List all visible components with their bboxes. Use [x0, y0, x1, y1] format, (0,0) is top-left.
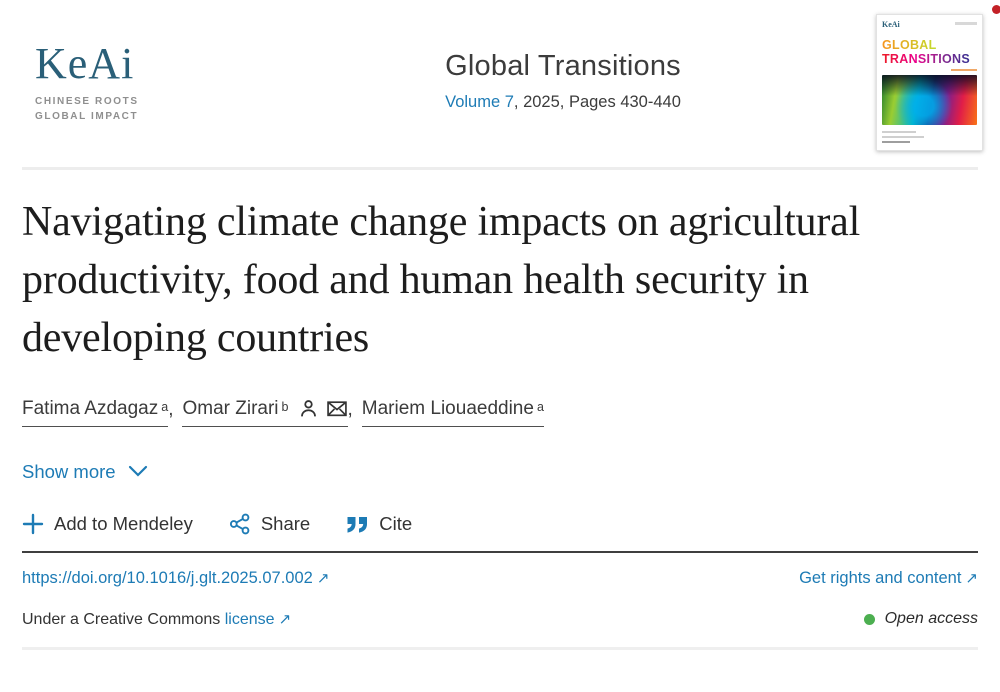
header-divider [22, 167, 978, 170]
author-separator: , [347, 398, 353, 420]
journal-info: Global Transitions Volume 7, 2025, Pages… [250, 14, 876, 112]
license-prefix-text: Under a Creative Commons [22, 610, 221, 628]
share-label: Share [260, 512, 311, 534]
author-name: Fatima Azdagaz [22, 397, 159, 419]
cover-footer-text-bar [882, 131, 916, 133]
envelope-correspondence-icon [326, 398, 348, 419]
author-name: Mariem Liouaeddine [361, 397, 534, 419]
show-more-label: Show more [22, 460, 116, 482]
article-title: Navigating climate change impacts on agr… [22, 199, 861, 361]
doi-rights-row: https://doi.org/10.1016/j.glt.2025.07.00… [22, 553, 978, 588]
person-icon [298, 398, 319, 419]
external-link-icon: ↗ [965, 569, 978, 587]
cover-footer-text-bar [882, 136, 924, 138]
journal-header: KeAi CHINESE ROOTS GLOBAL IMPACT Global … [0, 0, 1000, 167]
share-icon [229, 513, 251, 535]
cover-keai-brand: KeAi [882, 20, 900, 29]
author-name: Omar Zirari [182, 397, 279, 419]
author-affiliation-sup: b [281, 399, 289, 414]
journal-meta-rest: , 2025, Pages 430-440 [513, 93, 681, 111]
open-access-label: Open access [884, 610, 978, 628]
cover-title-line1: GLOBAL [882, 38, 977, 52]
plus-icon [22, 513, 44, 535]
add-to-mendeley-button[interactable]: Add to Mendeley [22, 513, 193, 535]
cover-artwork-image [882, 75, 977, 125]
chevron-down-icon [128, 461, 148, 483]
journal-cover-thumbnail[interactable]: KeAi GLOBAL TRANSITIONS [876, 14, 983, 151]
cover-issue-info-bar [955, 22, 977, 25]
author-link[interactable]: Fatima Azdagaz a [22, 397, 169, 427]
open-access-badge: Open access [863, 610, 978, 628]
keai-logo-wordmark: KeAi [35, 39, 135, 88]
keai-logo-red-dot-icon [992, 5, 1000, 14]
author-affiliation-sup: a [536, 399, 544, 414]
cover-title-line2: TRANSITIONS [882, 52, 977, 66]
cover-volume-bar [951, 68, 977, 72]
license-row: Under a Creative Commons license ↗ Open a… [22, 610, 978, 629]
get-rights-link[interactable]: Get rights and content ↗ [799, 568, 978, 587]
add-to-mendeley-label: Add to Mendeley [54, 512, 193, 534]
keai-tagline-line1: CHINESE ROOTS [35, 96, 139, 107]
doi-link[interactable]: https://doi.org/10.1016/j.glt.2025.07.00… [22, 568, 330, 587]
author-link[interactable]: Omar Zirari b [182, 397, 348, 427]
action-toolbar: Add to Mendeley Share Cite [22, 513, 978, 535]
author-link[interactable]: Mariem Liouaeddine a [361, 397, 544, 427]
cite-button[interactable]: Cite [346, 513, 412, 535]
bottom-divider [22, 646, 978, 650]
share-button[interactable]: Share [229, 513, 310, 535]
journal-title[interactable]: Global Transitions [445, 50, 681, 82]
author-affiliation-sup: a [161, 399, 169, 414]
journal-citation-line: Volume 7, 2025, Pages 430-440 [250, 93, 876, 112]
volume-link[interactable]: Volume 7 [445, 93, 514, 111]
external-link-icon: ↗ [316, 569, 330, 587]
author-separator: , [168, 398, 174, 420]
show-more-button[interactable]: Show more [22, 461, 148, 483]
external-link-icon: ↗ [278, 610, 292, 628]
license-link[interactable]: license ↗ [224, 610, 292, 628]
keai-tagline-line2: GLOBAL IMPACT [35, 111, 139, 122]
keai-logo[interactable]: KeAi CHINESE ROOTS GLOBAL IMPACT [35, 5, 1000, 124]
section-divider [22, 550, 978, 553]
quote-cite-icon [346, 514, 369, 534]
cover-footer-text-bar [882, 141, 910, 143]
cite-label: Cite [379, 512, 413, 534]
author-list: Fatima Azdagaz a , Omar Zirari b [22, 398, 978, 427]
open-access-dot-icon [863, 613, 875, 625]
